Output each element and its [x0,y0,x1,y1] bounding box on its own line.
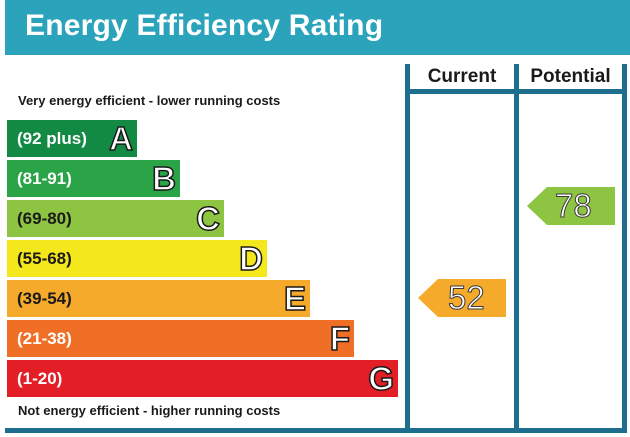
potential-arrow-shape [527,187,615,225]
divider-middle [514,64,519,429]
band-b: (81-91) B [7,159,180,198]
divider-left [405,64,410,429]
potential-column-header: Potential [530,66,611,87]
band-letter: C [195,199,220,238]
potential-rating-value: 78 [555,187,593,225]
band-letter: G [368,359,395,398]
bottom-border [5,428,627,433]
band-d: (55-68) D [7,239,267,278]
divider-right [622,64,627,429]
band-range-label: (81-91) [17,169,72,188]
band-range-label: (92 plus) [17,129,87,148]
band-range-label: (1-20) [17,369,63,388]
band-range-label: (21-38) [17,329,72,348]
bottom-caption: Not energy efficient - higher running co… [18,403,281,418]
band-f: (21-38) F [7,319,354,358]
band-letter: D [238,239,263,278]
band-g: (1-20) G [7,359,398,398]
band-c: (69-80) C [7,199,224,238]
band-range-label: (55-68) [17,249,72,268]
band-e: (39-54) E [7,279,310,318]
band-a: (92 plus) A [7,119,137,158]
band-letter: E [283,279,307,318]
page-title: Energy Efficiency Rating [25,9,384,42]
band-range-label: (69-80) [17,209,72,228]
band-letter: B [151,159,176,198]
header-underline [405,89,627,94]
current-arrow-shape [418,279,506,317]
top-caption: Very energy efficient - lower running co… [18,93,281,108]
band-range-label: (39-54) [17,289,72,308]
current-column-header: Current [427,66,497,87]
band-letter: A [108,119,133,158]
current-rating-arrow: 52 [418,279,506,317]
potential-rating-arrow: 78 [527,187,615,225]
band-letter: F [329,319,351,358]
header-bar: Energy Efficiency Rating [5,0,630,55]
current-rating-value: 52 [448,279,486,317]
